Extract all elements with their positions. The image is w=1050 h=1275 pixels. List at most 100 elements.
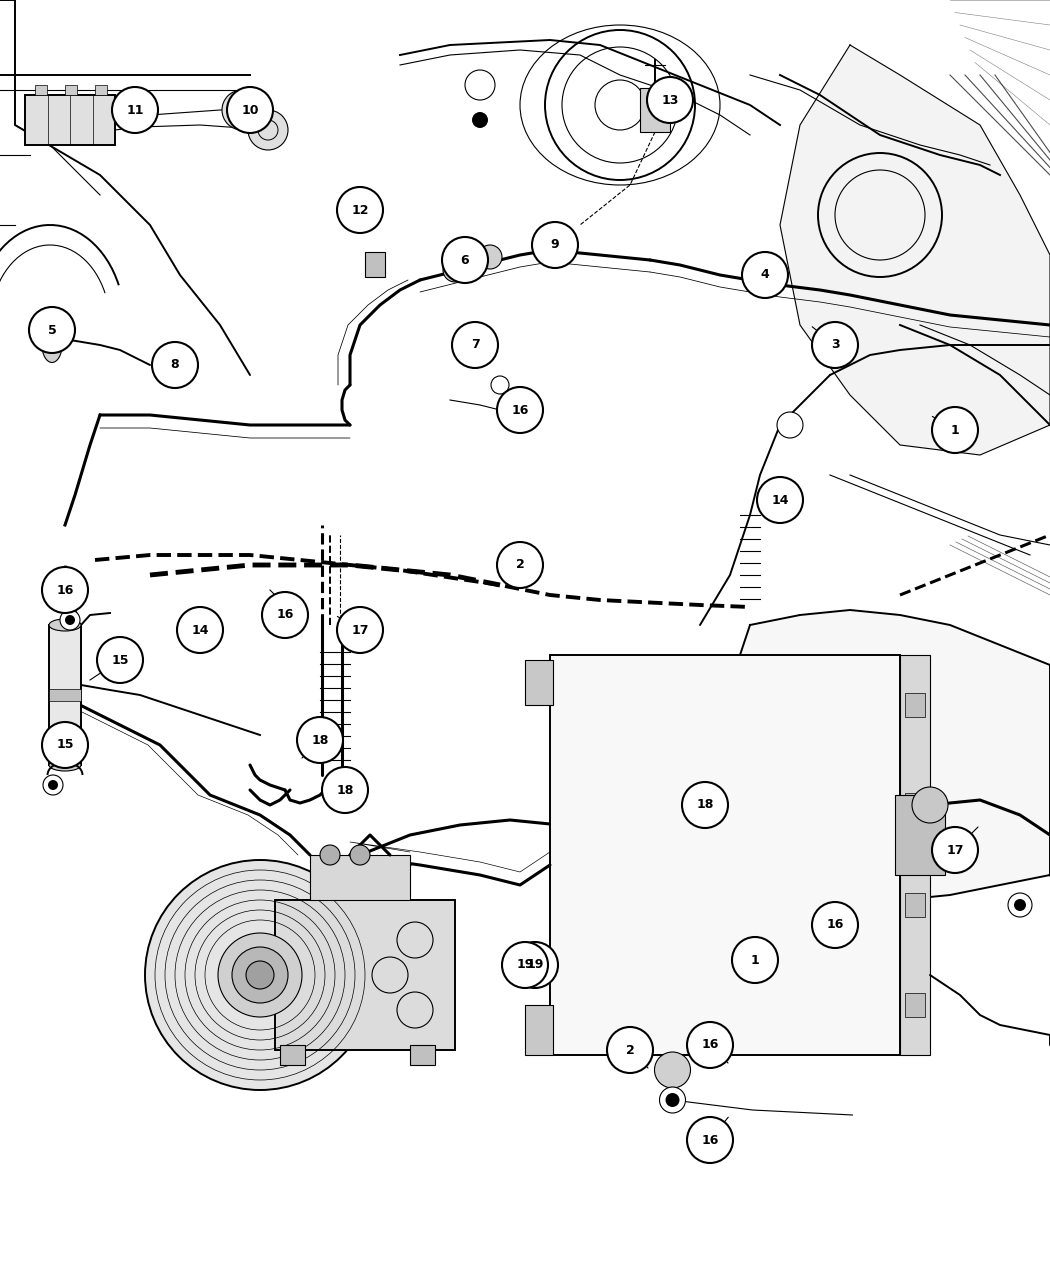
Circle shape [97,638,143,683]
Text: 10: 10 [242,103,258,116]
Text: 1: 1 [751,954,759,966]
Text: 7: 7 [470,338,480,352]
Text: 9: 9 [550,238,560,251]
Polygon shape [700,609,1050,905]
Circle shape [272,602,298,629]
Circle shape [687,1117,733,1163]
Circle shape [647,76,693,122]
Text: 16: 16 [701,1133,718,1146]
Text: 4: 4 [760,269,770,282]
Circle shape [491,376,509,394]
Circle shape [497,542,543,588]
Polygon shape [780,45,1050,455]
Circle shape [248,110,288,150]
Bar [525,1005,553,1054]
Circle shape [732,937,778,983]
Circle shape [65,615,75,625]
Bar [25,96,116,145]
Text: 17: 17 [946,844,964,857]
Circle shape [510,405,520,414]
Circle shape [497,388,543,434]
Circle shape [145,861,375,1090]
Bar [49,688,81,701]
Circle shape [320,845,340,864]
Circle shape [812,323,858,368]
Circle shape [337,187,383,233]
Bar [65,85,77,96]
Circle shape [505,400,525,419]
Circle shape [227,87,273,133]
Circle shape [478,245,502,269]
Bar [900,655,930,1054]
Text: 16: 16 [826,918,844,932]
Text: 17: 17 [352,623,369,636]
Text: 3: 3 [831,338,839,352]
Circle shape [654,1052,691,1088]
Circle shape [43,775,63,796]
Text: 15: 15 [111,654,129,667]
Bar [310,856,410,900]
Text: 14: 14 [191,623,209,636]
Circle shape [1014,899,1026,912]
Circle shape [443,258,467,282]
Text: 16: 16 [57,584,74,597]
Circle shape [222,91,262,130]
Bar [905,694,925,717]
Circle shape [297,717,343,762]
Text: 19: 19 [517,959,533,972]
Text: 13: 13 [662,93,678,107]
Text: 12: 12 [352,204,369,217]
Circle shape [502,942,548,988]
Circle shape [177,607,223,653]
Bar [35,85,47,96]
Circle shape [350,845,370,864]
Circle shape [742,252,788,298]
Ellipse shape [49,618,81,631]
Circle shape [60,609,80,630]
Circle shape [42,567,88,613]
Bar [410,1046,435,1065]
Circle shape [262,592,308,638]
Circle shape [659,1088,686,1113]
Bar [905,892,925,917]
Circle shape [932,827,978,873]
Bar [280,1046,304,1065]
Bar [275,900,455,1051]
Text: 18: 18 [696,798,714,811]
Circle shape [777,412,803,439]
Bar [94,85,107,96]
Bar [895,796,945,875]
Circle shape [682,782,728,827]
Circle shape [1008,892,1032,917]
Circle shape [666,1093,679,1107]
Text: 18: 18 [336,784,354,797]
Circle shape [932,407,978,453]
Circle shape [48,780,58,790]
Circle shape [232,947,288,1003]
Circle shape [512,942,558,988]
Text: 16: 16 [511,403,529,417]
Circle shape [532,222,578,268]
Text: 15: 15 [57,738,74,751]
Text: 6: 6 [461,254,469,266]
Circle shape [472,112,488,128]
Text: 16: 16 [276,608,294,621]
Bar [49,625,81,765]
Text: 14: 14 [772,493,789,506]
Text: 5: 5 [47,324,57,337]
Text: 18: 18 [311,733,329,746]
Circle shape [442,237,488,283]
Circle shape [218,933,302,1017]
Circle shape [912,787,948,822]
Bar [550,655,900,1054]
Ellipse shape [42,328,62,362]
Circle shape [452,323,498,368]
Circle shape [246,961,274,989]
Circle shape [278,608,292,622]
Bar [905,993,925,1017]
Bar [905,793,925,817]
Text: 2: 2 [626,1043,634,1057]
Bar [365,252,385,277]
Circle shape [322,768,368,813]
Circle shape [42,722,88,768]
